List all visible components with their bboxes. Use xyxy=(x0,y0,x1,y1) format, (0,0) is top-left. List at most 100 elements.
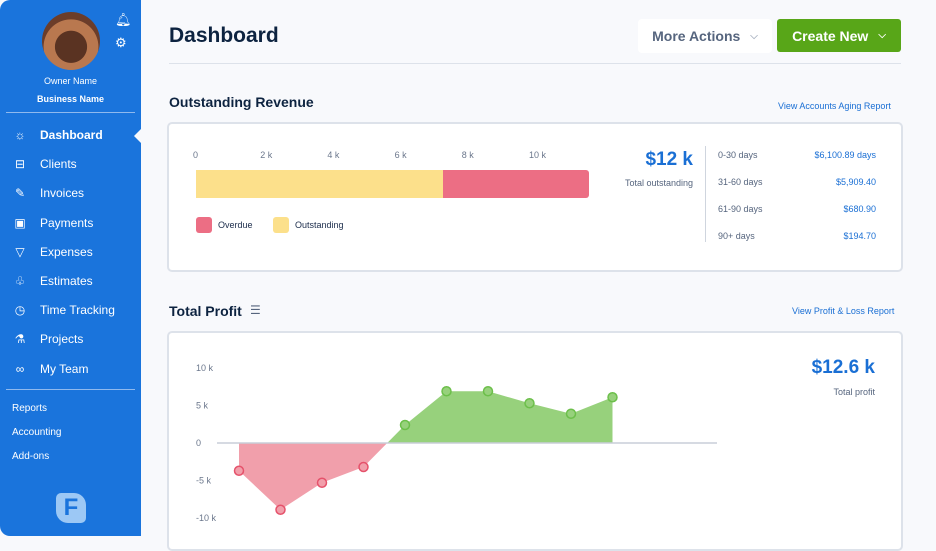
divider xyxy=(6,112,135,113)
y-tick-label: 0 xyxy=(196,438,201,448)
sidebar-item-label: Clients xyxy=(40,157,77,172)
profit-loss-report-link[interactable]: View Profit & Loss Report xyxy=(792,306,895,316)
sidebar-item-label: Payments xyxy=(40,215,94,230)
data-point[interactable] xyxy=(482,386,494,397)
sidebar-item-label: Estimates xyxy=(40,274,93,288)
stopwatch-icon: ◷ xyxy=(14,303,26,318)
sidebar-item-label: Projects xyxy=(40,332,84,347)
page-title: Dashboard xyxy=(169,24,279,47)
sidebar-link-reports[interactable]: Reports xyxy=(12,403,48,414)
data-point[interactable] xyxy=(275,504,286,515)
sidebar-item-dashboard[interactable]: ☼ Dashboard xyxy=(0,123,141,147)
business-name: Business Name xyxy=(36,94,105,104)
flask-icon: ⚗ xyxy=(14,332,26,347)
legend-outstanding: Outstanding xyxy=(273,217,344,233)
y-tick-label: -10 k xyxy=(196,513,217,523)
aging-period: 0-30 days xyxy=(718,150,758,160)
header-divider xyxy=(169,63,901,64)
team-icon: ∞ xyxy=(15,361,25,376)
divider xyxy=(705,146,706,242)
gear-icon[interactable]: ⚙ xyxy=(115,35,127,50)
chevron-down-icon: ⌵ xyxy=(750,30,758,42)
aging-row: 0-30 days $6,100.89 days xyxy=(718,150,876,162)
aging-row: 31-60 days $5,909.40 xyxy=(718,177,876,189)
profit-chart: 10 k 5 k 0 -5 k -10 k xyxy=(196,363,717,523)
create-new-button[interactable]: Create New ⌵ xyxy=(777,19,901,52)
data-point[interactable] xyxy=(233,465,245,476)
tree-icon: ♧ xyxy=(14,274,26,288)
active-indicator xyxy=(134,129,141,143)
bell-icon[interactable]: 🔔︎ xyxy=(115,12,132,27)
legend-label: Outstanding xyxy=(295,220,344,230)
divider xyxy=(6,389,135,390)
x-tick-label: 10 k xyxy=(529,150,547,160)
aging-amount[interactable]: $680.90 xyxy=(843,204,876,214)
sidebar: 🔔︎ ⚙ Owner Name Business Name ☼ Dashboard… xyxy=(0,0,141,536)
data-point[interactable] xyxy=(399,419,411,431)
total-profit-label: Total profit xyxy=(833,387,875,397)
data-point[interactable] xyxy=(441,386,452,397)
sidebar-link-accounting[interactable]: Accounting xyxy=(12,427,62,438)
sidebar-item-label: Expenses xyxy=(40,244,93,259)
total-profit-title: Total Profit xyxy=(169,303,242,319)
aging-period: 31-60 days xyxy=(718,177,763,187)
sidebar-link-addons[interactable]: Add-ons xyxy=(12,451,50,462)
data-point[interactable] xyxy=(565,408,577,419)
sidebar-item-invoices[interactable]: ✎ Invoices xyxy=(0,181,141,205)
invoice-icon: ✎ xyxy=(14,186,26,201)
x-tick-label: 0 xyxy=(193,150,199,160)
loss-area xyxy=(239,443,388,510)
clients-icon: ⊟ xyxy=(14,157,26,172)
profit-area xyxy=(387,391,613,443)
sidebar-item-expenses[interactable]: ▽ Expenses xyxy=(0,240,141,264)
bar-overdue[interactable] xyxy=(442,170,590,198)
data-point[interactable] xyxy=(607,392,618,403)
sun-icon: ☼ xyxy=(14,128,26,142)
total-outstanding-value: $12 k xyxy=(645,149,693,170)
aging-amount[interactable]: $5,909.40 xyxy=(835,177,876,187)
outstanding-revenue-title: Outstanding Revenue xyxy=(169,94,314,110)
sidebar-item-label: Dashboard xyxy=(40,128,103,142)
x-tick-label: 6 k xyxy=(394,150,407,160)
create-new-label: Create New xyxy=(792,27,869,44)
data-point[interactable] xyxy=(358,461,369,473)
pizza-icon: ▽ xyxy=(15,244,25,259)
more-actions-label: More Actions xyxy=(652,28,741,44)
total-profit-card: 10 k 5 k 0 -5 k -10 k $12.6 k Total profit xyxy=(167,331,903,551)
sidebar-item-label: Invoices xyxy=(40,186,85,201)
legend-label: Overdue xyxy=(218,220,253,230)
sidebar-item-label: My Team xyxy=(40,361,89,376)
x-tick-label: 8 k xyxy=(461,150,474,160)
aging-row: 90+ days $194.70 xyxy=(718,231,876,243)
aging-amount[interactable]: $194.70 xyxy=(843,231,876,241)
sidebar-item-clients[interactable]: ⊟ Clients xyxy=(0,152,141,176)
aging-amount[interactable]: $6,100.89 days xyxy=(814,150,876,160)
sidebar-item-time-tracking[interactable]: ◷ Time Tracking xyxy=(0,298,141,322)
aging-report-link[interactable]: View Accounts Aging Report xyxy=(778,101,891,111)
more-actions-button[interactable]: More Actions ⌵ xyxy=(638,19,772,53)
outstanding-swatch xyxy=(273,217,289,233)
chevron-down-icon: ⌵ xyxy=(878,30,886,41)
y-tick-label: 5 k xyxy=(196,401,209,411)
total-outstanding-label: Total outstanding xyxy=(624,178,693,188)
aging-period: 61-90 days xyxy=(718,204,763,214)
sidebar-item-payments[interactable]: ▣ Payments xyxy=(0,211,141,235)
sidebar-item-projects[interactable]: ⚗ Projects xyxy=(0,327,141,351)
overdue-swatch xyxy=(196,217,212,233)
freshbooks-logo: F xyxy=(56,493,86,523)
x-tick-label: 4 k xyxy=(327,150,340,160)
sidebar-item-label: Time Tracking xyxy=(40,303,115,318)
data-point[interactable] xyxy=(524,398,535,409)
y-tick-label: -5 k xyxy=(196,476,212,486)
bar-outstanding[interactable] xyxy=(196,170,443,198)
sidebar-item-estimates[interactable]: ♧ Estimates xyxy=(0,269,141,293)
aging-period: 90+ days xyxy=(718,231,755,241)
aging-row: 61-90 days $680.90 xyxy=(718,204,876,216)
avatar[interactable] xyxy=(42,12,100,70)
x-tick-label: 2 k xyxy=(260,150,273,160)
sidebar-item-my-team[interactable]: ∞ My Team xyxy=(0,357,141,381)
total-profit-value: $12.6 k xyxy=(811,357,875,378)
filter-sliders-icon[interactable]: ☰ xyxy=(250,303,261,317)
data-point[interactable] xyxy=(316,477,328,488)
y-tick-label: 10 k xyxy=(196,363,214,373)
